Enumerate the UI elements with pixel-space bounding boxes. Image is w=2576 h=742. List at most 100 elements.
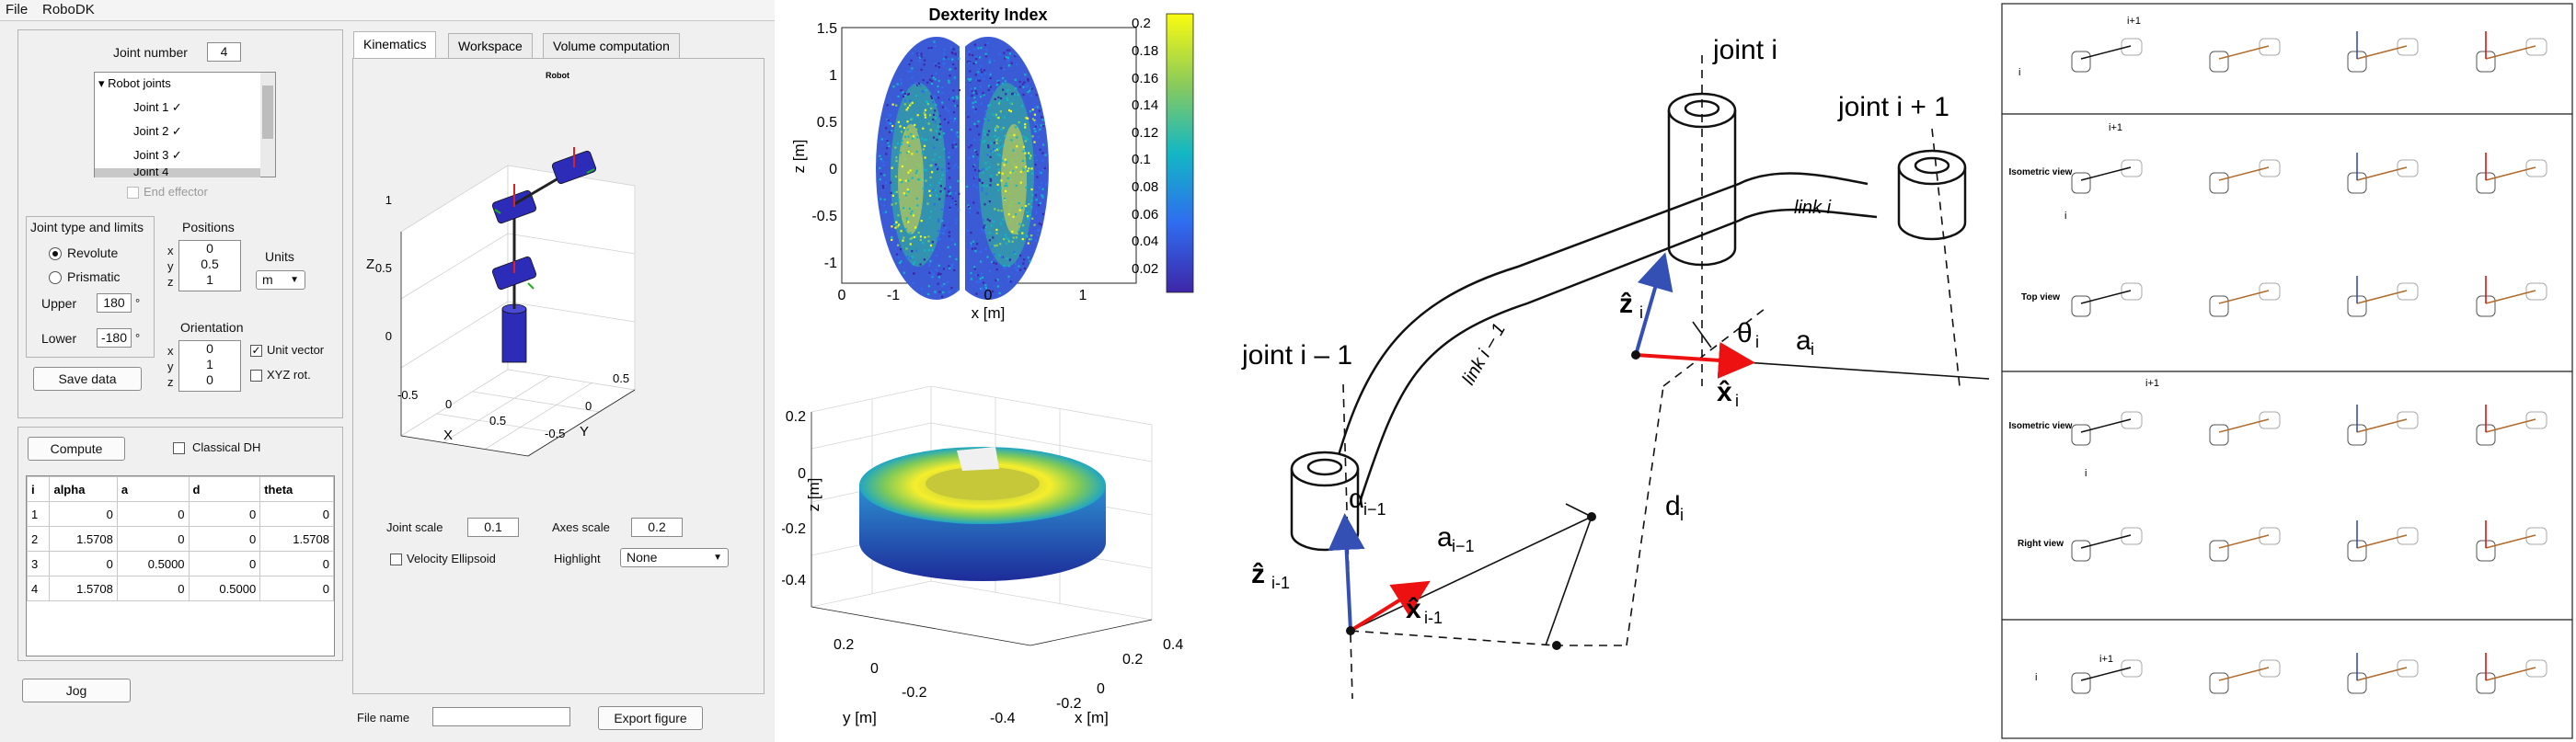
scatter-point	[1011, 200, 1014, 203]
table-cell[interactable]: 1.5708	[259, 526, 334, 552]
scatter-point	[1021, 177, 1024, 180]
dh-parameter-table[interactable]: i alpha a d theta 1 0 0 0 0 2 1.5708 0 0…	[26, 476, 334, 601]
end-effector-checkbox[interactable]	[127, 187, 139, 199]
tree-item-joint-3[interactable]: Joint 3 ✓	[133, 148, 182, 162]
scatter-point	[977, 157, 980, 161]
frame-label: i+1	[2099, 654, 2113, 665]
table-cell[interactable]: 0	[259, 576, 334, 601]
table-cell[interactable]: 0	[188, 526, 261, 552]
scatter-point	[921, 178, 924, 182]
joint-cylinder	[2209, 51, 2229, 73]
tab-workspace[interactable]: Workspace	[448, 33, 533, 59]
velocity-ellipsoid-checkbox[interactable]	[390, 554, 402, 565]
file-name-input[interactable]	[432, 707, 570, 726]
joint-cylinder	[2209, 672, 2229, 694]
scatter-point	[1031, 217, 1034, 220]
scatter-point	[906, 107, 910, 109]
table-cell[interactable]: 3	[26, 551, 51, 576]
scatter-point	[1027, 169, 1029, 173]
menu-robodk[interactable]: RoboDK	[42, 2, 95, 17]
scatter-point	[1015, 126, 1018, 129]
table-cell[interactable]: 1	[26, 501, 51, 527]
scatter-point	[984, 55, 987, 58]
tab-volume-computation[interactable]: Volume computation	[543, 33, 680, 59]
table-cell[interactable]: 0	[188, 501, 261, 527]
scatter-point	[919, 238, 922, 242]
scatter-point	[1015, 184, 1018, 187]
tree-root[interactable]: ▾ Robot joints	[98, 76, 171, 90]
table-cell[interactable]: 2	[26, 526, 51, 552]
scatter-point	[1022, 86, 1025, 88]
orientation-input[interactable]: 0 1 0	[178, 340, 241, 392]
lower-limit-input[interactable]: -180	[97, 328, 132, 348]
scatter-point	[997, 96, 1000, 98]
scatter-point	[920, 52, 923, 55]
scatter-point	[997, 147, 1000, 150]
jog-button[interactable]: Jog	[22, 679, 131, 702]
scatter-point	[881, 211, 884, 214]
scatter-point	[1002, 218, 1005, 221]
scatter-point	[1027, 257, 1029, 259]
table-cell[interactable]: 0.5000	[116, 551, 190, 576]
export-figure-button[interactable]: Export figure	[598, 706, 703, 730]
joint-cylinder	[2209, 172, 2229, 194]
robot-joints-tree[interactable]: ▾ Robot joints Joint 1 ✓ Joint 2 ✓ Joint…	[94, 72, 276, 177]
units-select[interactable]: m ▼	[256, 270, 305, 290]
tree-item-joint-1[interactable]: Joint 1 ✓	[133, 100, 182, 114]
scatter-point	[951, 263, 954, 267]
unit-vector-checkbox[interactable]: ✓	[250, 344, 262, 357]
joint-cylinder	[2121, 282, 2143, 301]
workspace-y-ticks: 0.2 0 -0.2	[834, 637, 927, 701]
tree-item-joint-2[interactable]: Joint 2 ✓	[133, 124, 182, 138]
revolute-radio[interactable]	[49, 247, 62, 260]
table-cell[interactable]: 1.5708	[49, 526, 118, 552]
scatter-point	[937, 237, 939, 240]
scatter-point	[907, 190, 910, 193]
robot-3d-plot[interactable]: Robot 1 0.5 0 Z -0.5 0 0.5	[353, 66, 764, 526]
table-cell[interactable]: 0	[49, 501, 118, 527]
plot-axes	[811, 412, 1153, 646]
scatter-point	[1001, 256, 1004, 258]
classical-dh-checkbox[interactable]	[173, 442, 185, 454]
scatter-point	[1018, 209, 1021, 211]
save-data-button[interactable]: Save data	[33, 367, 142, 391]
menu-file[interactable]: File	[6, 2, 29, 17]
table-cell[interactable]: 4	[26, 576, 51, 601]
scatter-point	[937, 166, 940, 169]
scatter-point	[969, 70, 972, 73]
table-cell[interactable]: 0	[259, 551, 334, 576]
positions-input[interactable]: 0 0.5 1	[178, 240, 241, 291]
axes-scale-input[interactable]: 0.2	[631, 518, 683, 537]
table-cell[interactable]: 0	[116, 526, 190, 552]
scatter-point	[1030, 200, 1033, 202]
highlight-select[interactable]: None ▼	[620, 548, 729, 567]
scatter-point	[1009, 110, 1013, 113]
compute-button[interactable]: Compute	[28, 437, 125, 461]
scatter-point	[927, 293, 930, 296]
joint-cylinder	[2071, 540, 2091, 562]
table-cell[interactable]: 0	[259, 501, 334, 527]
scatter-point	[900, 78, 903, 81]
table-cell[interactable]: 0	[116, 576, 190, 601]
tree-item-joint-4[interactable]: Joint 4	[95, 168, 260, 177]
scatter-point	[955, 257, 958, 260]
upper-limit-input[interactable]: 180	[97, 293, 132, 313]
scatter-point	[980, 102, 983, 105]
table-cell[interactable]: 1.5708	[49, 576, 118, 601]
tree-scrollbar[interactable]	[260, 73, 275, 177]
scatter-point	[888, 144, 891, 148]
joint-number-input[interactable]: 4	[207, 42, 241, 62]
scatter-point	[937, 90, 940, 93]
table-cell[interactable]: 0	[116, 501, 190, 527]
table-cell[interactable]: 0.5000	[188, 576, 261, 601]
prismatic-radio[interactable]	[49, 271, 62, 284]
tab-kinematics[interactable]: Kinematics	[353, 31, 437, 59]
scatter-point	[954, 201, 957, 204]
xyz-rot-checkbox[interactable]	[250, 370, 262, 382]
frame-label: i	[2035, 672, 2037, 683]
scatter-point	[1045, 183, 1048, 186]
table-cell[interactable]: 0	[49, 551, 118, 576]
table-cell[interactable]: 0	[188, 551, 261, 576]
joint-scale-input[interactable]: 0.1	[467, 518, 519, 537]
scatter-point	[995, 228, 998, 232]
